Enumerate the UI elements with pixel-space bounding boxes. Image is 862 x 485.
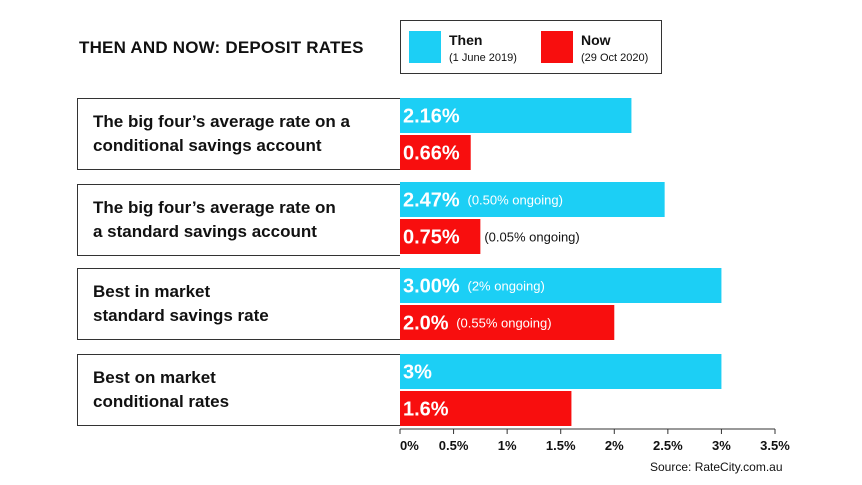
bar-note-now-2: (0.05% ongoing): [484, 230, 579, 245]
bar-then-3: [400, 268, 722, 303]
bar-value-label-then-4: 3%: [403, 362, 432, 384]
legend-date-then: (1 June 2019): [449, 52, 517, 64]
category-label-3: Best in market standard savings rate: [93, 280, 383, 328]
x-tick-label-7: 3%: [712, 438, 731, 453]
bar-note-then-2: (0.50% ongoing): [468, 193, 563, 208]
legend-label-then: Then: [449, 32, 483, 48]
category-label-2-line-1: The big four’s average rate on: [93, 198, 336, 217]
category-label-4-line-1: Best on market: [93, 368, 216, 387]
bar-value-label-now-2: 0.75%: [403, 227, 460, 249]
x-tick-label-3: 1%: [498, 438, 517, 453]
bar-value-label-now-4: 1.6%: [403, 399, 449, 421]
source-note: Source: RateCity.com.au: [650, 460, 783, 474]
category-box-2: The big four’s average rate on a standar…: [77, 184, 400, 256]
bar-then-1: [400, 98, 632, 133]
category-box-3: Best in market standard savings rate: [77, 268, 400, 340]
bar-now-1: [400, 135, 471, 170]
legend-swatch-then: [409, 31, 441, 63]
x-tick-label-2: 0.5%: [439, 438, 469, 453]
legend-swatch-now: [541, 31, 573, 63]
bar-value-label-now-1: 0.66%: [403, 143, 460, 165]
legend-date-now: (29 Oct 2020): [581, 52, 649, 64]
category-label-2: The big four’s average rate on a standar…: [93, 196, 383, 244]
bar-note-then-3: (2% ongoing): [468, 279, 545, 294]
category-box-1: The big four’s average rate on a conditi…: [77, 98, 400, 170]
x-tick-label-4: 1.5%: [546, 438, 576, 453]
x-tick-label-1: 0%: [400, 438, 419, 453]
bar-now-2: [400, 219, 481, 254]
x-tick-label-6: 2.5%: [653, 438, 683, 453]
bar-now-4: [400, 391, 572, 426]
bar-value-label-then-2: 2.47%: [403, 190, 460, 212]
category-label-3-line-2: standard savings rate: [93, 306, 269, 325]
bar-value-label-then-3: 3.00%: [403, 276, 460, 298]
category-label-1-line-2: conditional savings account: [93, 136, 322, 155]
x-tick-label-8: 3.5%: [760, 438, 790, 453]
category-label-4: Best on market conditional rates: [93, 366, 383, 414]
chart-title: THEN AND NOW: DEPOSIT RATES: [79, 38, 364, 57]
bar-now-3: [400, 305, 615, 340]
category-label-1: The big four’s average rate on a conditi…: [93, 110, 383, 158]
bar-note-now-3: (0.55% ongoing): [456, 316, 551, 331]
category-label-2-line-2: a standard savings account: [93, 222, 317, 241]
bar-then-4: [400, 354, 722, 389]
category-label-1-line-1: The big four’s average rate on a: [93, 112, 350, 131]
bar-value-label-now-3: 2.0%: [403, 313, 449, 335]
legend: Then (1 June 2019) Now (29 Oct 2020): [400, 20, 662, 74]
category-box-4: Best on market conditional rates: [77, 354, 400, 426]
legend-label-now: Now: [581, 32, 611, 48]
x-tick-label-5: 2%: [605, 438, 624, 453]
bar-value-label-then-1: 2.16%: [403, 106, 460, 128]
bar-then-2: [400, 182, 665, 217]
category-label-4-line-2: conditional rates: [93, 392, 230, 411]
category-label-3-line-1: Best in market: [93, 282, 211, 301]
